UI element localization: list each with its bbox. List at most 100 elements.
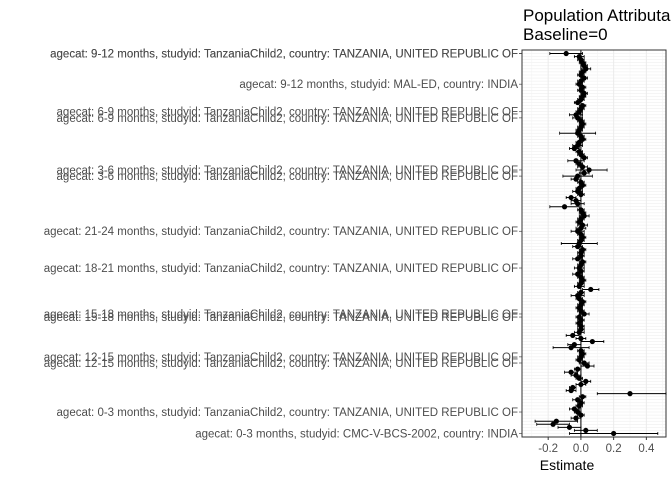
estimate-point — [578, 412, 584, 418]
y-axis-label: agecat: 9-12 months, studyid: TanzaniaCh… — [50, 49, 518, 61]
estimate-point — [578, 253, 584, 259]
estimate-point — [576, 357, 582, 363]
y-axis-label: agecat: 6-9 months, studyid: TanzaniaChi… — [57, 107, 518, 119]
estimate-point — [586, 167, 592, 173]
estimate-point — [576, 283, 582, 289]
estimate-point — [583, 66, 589, 72]
estimate-point — [566, 424, 573, 430]
x-axis: -0.2 0.0 0.2 0.4 — [538, 437, 655, 455]
estimate-point — [583, 378, 589, 384]
data-marks — [534, 50, 667, 437]
estimate-point — [573, 176, 579, 182]
estimate-point — [575, 243, 581, 250]
estimate-point — [611, 430, 617, 437]
estimate-point — [568, 369, 574, 375]
estimate-point — [553, 418, 559, 424]
y-axis-label: agecat: 9-12 months, studyid: TanzaniaCh… — [50, 49, 518, 61]
estimate-point — [589, 338, 595, 345]
estimate-point — [578, 225, 584, 231]
estimate-point — [576, 403, 582, 409]
estimate-point — [571, 406, 577, 412]
x-axis-tick-label: 0.2 — [606, 443, 622, 455]
estimate-point — [571, 342, 577, 348]
estimate-point — [575, 99, 581, 106]
estimate-point — [575, 188, 581, 195]
chart-title-line-1: Population Attributa — [523, 6, 671, 25]
estimate-point — [576, 296, 582, 302]
estimate-point — [576, 375, 582, 381]
x-axis-tick-label: -0.2 — [538, 443, 558, 455]
chart-title: Population Attributa Baseline=0 — [523, 6, 671, 44]
estimate-point — [573, 372, 579, 378]
panel-border — [521, 49, 667, 438]
estimate-point — [575, 271, 581, 277]
y-axis-label: agecat: 12-15 months, studyid: TanzaniaC… — [44, 352, 518, 364]
estimate-point — [581, 170, 587, 176]
estimate-point — [568, 345, 574, 351]
x-axis-tick-label: 0.0 — [573, 443, 589, 455]
estimate-point — [568, 387, 574, 394]
estimate-point — [571, 145, 577, 152]
estimate-point — [627, 391, 633, 397]
estimate-point — [573, 158, 579, 164]
estimate-point — [575, 366, 581, 372]
estimate-point — [584, 363, 591, 369]
estimate-point — [576, 81, 582, 87]
estimate-point — [588, 286, 594, 293]
estimate-point — [581, 75, 587, 81]
y-axis-labels: agecat: 9-12 months, studyid: TanzaniaCh… — [44, 49, 522, 440]
y-axis-label: agecat: 3-6 months, studyid: TanzaniaChi… — [57, 171, 518, 183]
estimate-point — [576, 161, 582, 167]
estimate-point — [575, 142, 581, 149]
estimate-point — [579, 136, 586, 142]
estimate-point — [578, 152, 584, 158]
estimate-point — [578, 335, 584, 342]
estimate-point — [581, 213, 587, 219]
estimate-point — [563, 50, 569, 57]
estimate-point — [575, 256, 581, 262]
estimate-point — [579, 164, 586, 170]
y-axis-label: agecat: 3-6 months, studyid: TanzaniaChi… — [57, 165, 518, 177]
x-axis-tick-label: 0.4 — [638, 443, 655, 455]
estimate-point — [578, 72, 584, 78]
estimate-point — [575, 130, 581, 136]
y-axis-label: agecat: 21-24 months, studyid: TanzaniaC… — [44, 226, 518, 238]
y-axis-label: agecat: 18-21 months, studyid: TanzaniaC… — [44, 263, 518, 275]
estimate-point — [578, 381, 584, 388]
estimate-point — [576, 329, 582, 335]
estimate-point — [578, 96, 584, 103]
estimate-point — [583, 427, 589, 434]
y-axis-label: agecat: 0-3 months, studyid: CMC-V-BCS-2… — [195, 428, 518, 440]
estimate-point — [581, 155, 587, 161]
y-axis-label: agecat: 15-18 months, studyid: TanzaniaC… — [44, 312, 518, 324]
estimate-point — [578, 268, 584, 274]
estimate-point — [568, 194, 574, 201]
estimate-point — [579, 394, 586, 400]
estimate-point — [578, 191, 584, 198]
estimate-point — [575, 115, 581, 121]
estimate-point — [579, 182, 586, 188]
estimate-point — [561, 204, 568, 210]
x-axis-title: Estimate — [540, 457, 595, 473]
estimate-point — [550, 421, 556, 427]
estimate-point — [575, 397, 581, 403]
estimate-point — [581, 360, 587, 366]
estimate-point — [570, 332, 576, 339]
estimate-point — [578, 87, 584, 93]
estimate-point — [575, 201, 581, 207]
y-axis-label: agecat: 0-3 months, studyid: TanzaniaChi… — [57, 407, 518, 419]
estimate-point — [581, 311, 587, 317]
estimate-point — [573, 415, 579, 421]
estimate-point — [575, 228, 581, 234]
estimate-point — [578, 289, 584, 296]
y-axis-label: agecat: 12-15 months, studyid: TanzaniaC… — [44, 358, 518, 370]
estimate-point — [576, 109, 582, 115]
estimate-point — [578, 308, 584, 314]
chart-title-line-2: Baseline=0 — [523, 25, 608, 44]
estimate-point — [576, 219, 582, 225]
y-axis-label: agecat: 6-9 months, studyid: TanzaniaChi… — [57, 113, 518, 125]
y-axis-label: agecat: 15-18 months, studyid: TanzaniaC… — [44, 309, 518, 321]
estimate-point — [575, 409, 581, 415]
y-axis-label: agecat: 9-12 months, studyid: MAL-ED, co… — [239, 79, 518, 91]
